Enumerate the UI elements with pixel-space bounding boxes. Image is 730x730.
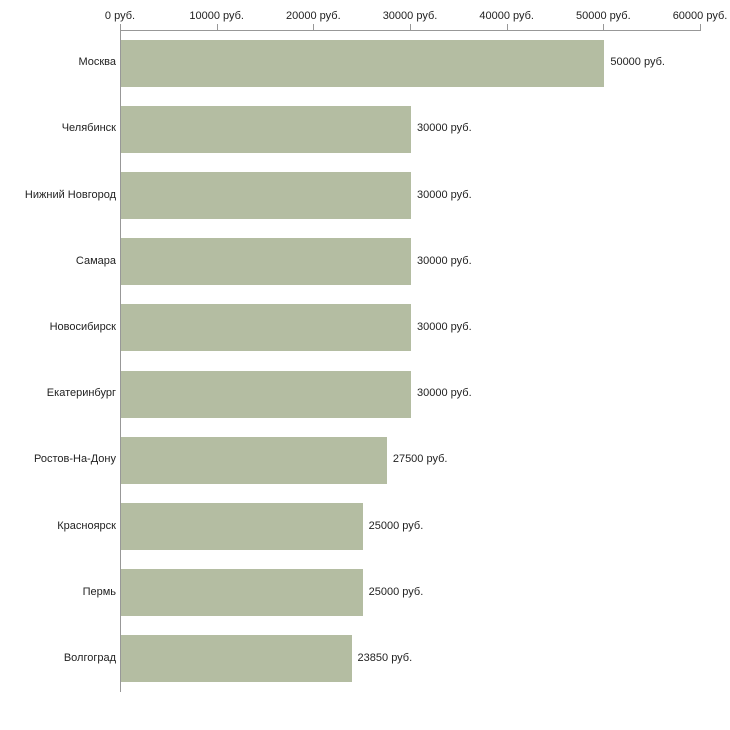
category-label: Пермь	[82, 585, 116, 598]
x-axis-tick-label: 30000 руб.	[382, 10, 438, 22]
bar	[121, 105, 411, 153]
value-label: 30000 руб.	[417, 320, 472, 333]
bar	[121, 370, 411, 418]
x-axis-line	[120, 30, 701, 31]
bar	[121, 172, 411, 219]
x-axis-tick	[700, 24, 701, 30]
bar	[121, 503, 363, 550]
x-axis-tick	[603, 24, 605, 30]
bar	[121, 436, 387, 484]
category-label: Нижний Новгород	[24, 188, 116, 201]
bar	[121, 304, 411, 352]
x-axis-tick-label: 40000 руб.	[479, 10, 534, 22]
value-label: 50000 руб.	[610, 56, 665, 69]
x-axis-tick-label: 0 руб.	[104, 10, 136, 22]
value-label: 25000 руб.	[368, 585, 424, 598]
value-label: 25000 руб.	[368, 519, 424, 532]
x-axis-tick-label: 20000 руб.	[286, 10, 341, 22]
category-label: Москва	[78, 56, 116, 69]
category-label: Челябинск	[61, 122, 116, 135]
value-label: 30000 руб.	[417, 188, 472, 201]
bar	[121, 635, 352, 683]
bar	[121, 39, 605, 87]
category-label: Новосибирск	[49, 320, 116, 333]
value-label: 30000 руб.	[417, 387, 472, 400]
x-axis-tick	[216, 24, 218, 30]
x-axis-tick	[410, 24, 411, 30]
category-label: Красноярск	[57, 519, 116, 532]
x-axis-tick	[313, 24, 315, 30]
bar	[121, 238, 411, 286]
x-axis-tick	[506, 24, 508, 30]
y-axis-line	[120, 30, 121, 692]
x-axis-tick-label: 10000 руб.	[189, 10, 244, 22]
x-axis-tick-label: 60000 руб.	[672, 10, 728, 22]
value-label: 23850 руб.	[357, 651, 413, 664]
x-axis-tick-label: 50000 руб.	[576, 10, 631, 22]
category-label: Самара	[75, 254, 116, 267]
category-label: Екатеринбург	[46, 387, 116, 400]
category-label: Волгоград	[63, 651, 116, 664]
x-axis-tick	[120, 24, 121, 30]
bar	[121, 569, 363, 617]
value-label: 30000 руб.	[417, 122, 472, 135]
category-label: Ростов-На-Дону	[33, 453, 116, 466]
value-label: 27500 руб.	[392, 453, 448, 466]
value-label: 30000 руб.	[417, 254, 472, 267]
